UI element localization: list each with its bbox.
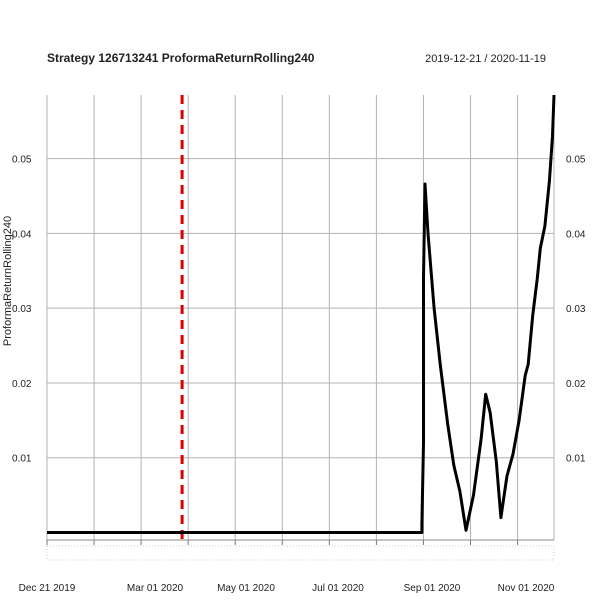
tick-labels: 0.01 0.01 0.02 0.02 0.03 0.03 0.04 0.04 0.05 0.05… xyxy=(12,155,586,594)
y-tick-label-right: 0.04 xyxy=(566,229,586,240)
y-tick-label-left: 0.04 xyxy=(12,229,32,240)
y-tick-label-left: 0.05 xyxy=(12,155,32,166)
x-tick-label: Dec 21 2019 xyxy=(19,583,76,594)
y-tick-label-left: 0.03 xyxy=(12,304,32,315)
x-tick-label: Sep 01 2020 xyxy=(404,583,461,594)
y-axis-label: ProformaReturnRolling240 xyxy=(2,216,14,346)
x-axis-band xyxy=(46,545,555,561)
x-tick-label: Mar 01 2020 xyxy=(127,583,184,594)
y-tick-label-left: 0.02 xyxy=(12,379,32,390)
y-tick-label-left: 0.01 xyxy=(12,454,32,465)
y-tick-label-right: 0.02 xyxy=(566,379,586,390)
chart-title: Strategy 126713241 ProformaReturnRolling… xyxy=(47,51,315,65)
y-tick-label-right: 0.01 xyxy=(566,454,586,465)
grid xyxy=(46,95,555,561)
y-tick-label-right: 0.05 xyxy=(566,155,586,166)
date-range: 2019-12-21 / 2020-11-19 xyxy=(425,53,546,65)
y-tick-label-right: 0.03 xyxy=(566,304,586,315)
series-line xyxy=(47,94,556,534)
x-tick-label: Jul 01 2020 xyxy=(312,583,364,594)
x-tick-label: May 01 2020 xyxy=(217,583,275,594)
x-tick-label: Nov 01 2020 xyxy=(498,583,555,594)
series xyxy=(47,94,556,534)
